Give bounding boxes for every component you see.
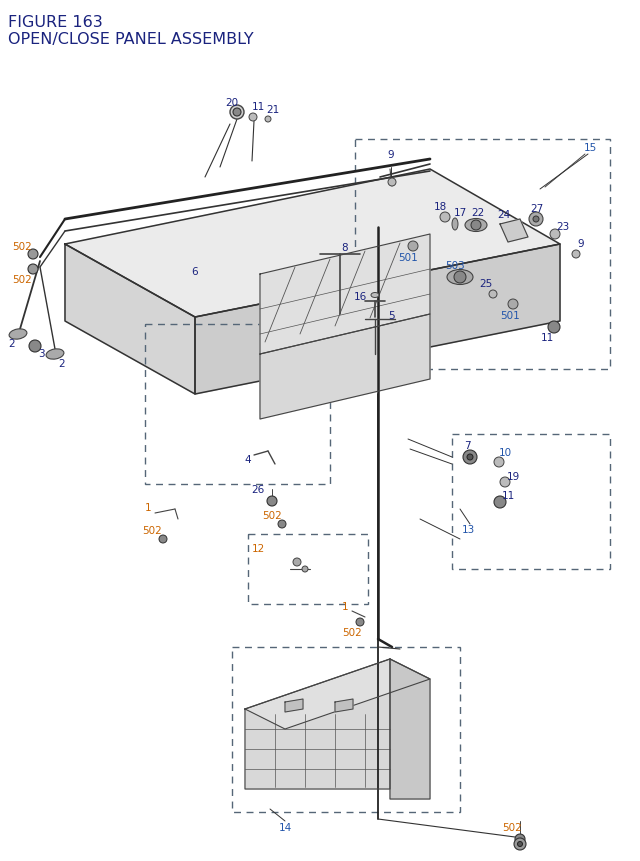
Text: 16: 16 <box>353 292 367 301</box>
Polygon shape <box>245 660 430 729</box>
Circle shape <box>230 106 244 120</box>
Circle shape <box>548 322 560 333</box>
Ellipse shape <box>452 219 458 231</box>
Ellipse shape <box>371 293 379 298</box>
Circle shape <box>463 450 477 464</box>
Text: 2: 2 <box>9 338 15 349</box>
Text: 3: 3 <box>38 349 44 358</box>
Text: 503: 503 <box>445 261 465 270</box>
Circle shape <box>529 213 543 226</box>
Circle shape <box>550 230 560 239</box>
Polygon shape <box>65 245 195 394</box>
Text: 18: 18 <box>433 201 447 212</box>
Text: 9: 9 <box>578 238 584 249</box>
Circle shape <box>467 455 473 461</box>
Polygon shape <box>260 314 430 419</box>
Polygon shape <box>500 220 528 243</box>
Circle shape <box>233 108 241 117</box>
Circle shape <box>515 834 525 844</box>
Text: 11: 11 <box>540 332 554 343</box>
Circle shape <box>494 457 504 468</box>
Text: 15: 15 <box>584 143 596 152</box>
Text: 17: 17 <box>453 208 467 218</box>
Circle shape <box>388 179 396 187</box>
Polygon shape <box>195 245 560 394</box>
Circle shape <box>489 291 497 299</box>
Circle shape <box>514 838 526 850</box>
Circle shape <box>572 251 580 258</box>
Bar <box>355 139 610 369</box>
Text: 11: 11 <box>252 102 264 112</box>
Circle shape <box>440 213 450 223</box>
Text: 501: 501 <box>398 253 418 263</box>
Text: 7: 7 <box>464 441 470 450</box>
Circle shape <box>302 567 308 573</box>
Circle shape <box>278 520 286 529</box>
Circle shape <box>356 618 364 626</box>
Circle shape <box>293 558 301 567</box>
Ellipse shape <box>46 350 64 360</box>
Circle shape <box>500 478 510 487</box>
Bar <box>145 325 330 485</box>
Polygon shape <box>390 660 430 799</box>
Text: 8: 8 <box>342 243 348 253</box>
Circle shape <box>454 272 466 283</box>
Text: 1: 1 <box>342 601 348 611</box>
Ellipse shape <box>447 270 473 285</box>
Text: 501: 501 <box>500 311 520 320</box>
Polygon shape <box>335 699 353 712</box>
Text: 502: 502 <box>502 822 522 832</box>
Text: 4: 4 <box>244 455 252 464</box>
Text: 2: 2 <box>59 358 65 369</box>
Circle shape <box>29 341 41 353</box>
Text: 9: 9 <box>388 150 394 160</box>
Text: 23: 23 <box>556 222 570 232</box>
Text: 20: 20 <box>225 98 239 108</box>
Polygon shape <box>65 170 560 318</box>
Text: 24: 24 <box>497 210 511 220</box>
Ellipse shape <box>9 330 27 340</box>
Text: 19: 19 <box>506 472 520 481</box>
Text: 12: 12 <box>252 543 265 554</box>
Bar <box>248 535 368 604</box>
Bar <box>232 647 460 812</box>
Text: 502: 502 <box>142 525 162 536</box>
Text: 10: 10 <box>499 448 511 457</box>
Polygon shape <box>260 235 430 355</box>
Circle shape <box>265 117 271 123</box>
Text: 14: 14 <box>278 822 292 832</box>
Circle shape <box>533 217 539 223</box>
Bar <box>452 435 610 569</box>
Polygon shape <box>285 699 303 712</box>
Text: 27: 27 <box>531 204 543 214</box>
Text: 5: 5 <box>388 311 395 320</box>
Circle shape <box>267 497 277 506</box>
Circle shape <box>471 220 481 231</box>
Text: OPEN/CLOSE PANEL ASSEMBLY: OPEN/CLOSE PANEL ASSEMBLY <box>8 32 253 47</box>
Text: 25: 25 <box>479 279 493 288</box>
Text: 22: 22 <box>472 208 484 218</box>
Text: FIGURE 163: FIGURE 163 <box>8 15 103 30</box>
Circle shape <box>494 497 506 508</box>
Circle shape <box>28 250 38 260</box>
Circle shape <box>518 841 522 846</box>
Circle shape <box>159 536 167 543</box>
Ellipse shape <box>465 220 487 232</box>
Text: 26: 26 <box>252 485 264 494</box>
Text: 502: 502 <box>12 242 32 251</box>
Text: 13: 13 <box>461 524 475 535</box>
Circle shape <box>249 114 257 122</box>
Text: 502: 502 <box>262 511 282 520</box>
Text: 21: 21 <box>266 105 280 115</box>
Polygon shape <box>245 660 390 789</box>
Text: 502: 502 <box>342 628 362 637</box>
Text: 502: 502 <box>12 275 32 285</box>
Text: 11: 11 <box>501 491 515 500</box>
Text: 1: 1 <box>145 503 151 512</box>
Circle shape <box>28 264 38 275</box>
Circle shape <box>508 300 518 310</box>
Circle shape <box>408 242 418 251</box>
Text: 6: 6 <box>192 267 198 276</box>
